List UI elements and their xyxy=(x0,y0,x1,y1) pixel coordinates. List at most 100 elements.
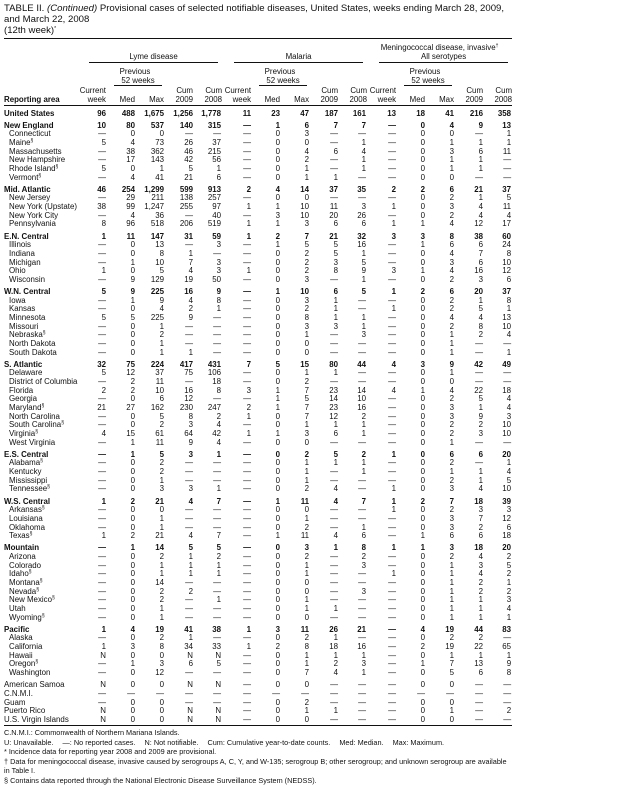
table-cell: 8 xyxy=(159,642,164,652)
table-cell: — xyxy=(358,688,367,698)
table-row: Alaska — 0 2 1 — — 0 2 1 — — 0 2 2 — xyxy=(4,634,512,643)
table-cell: 18 xyxy=(474,543,484,553)
table-cell: 3 xyxy=(304,129,310,139)
table-cell: — xyxy=(98,475,106,485)
table-cell: — xyxy=(475,680,484,690)
table-cell: 11 xyxy=(155,437,164,447)
table-cell: 140 xyxy=(179,120,193,130)
table-cell: 5 xyxy=(188,163,193,173)
table-row: Montana§ — 0 14 — — — 0 0 — — — 0 1 2 1 xyxy=(4,577,512,588)
table-cell: 27 xyxy=(126,403,135,412)
table-cell: — xyxy=(503,172,512,182)
table-cell: 0 xyxy=(275,467,281,477)
table-cell: 0 xyxy=(420,330,426,340)
table-cell: 1 xyxy=(506,137,512,147)
table-cell: — xyxy=(185,595,193,605)
table-cell: 488 xyxy=(121,108,135,118)
table-cell: — xyxy=(98,586,106,596)
table-cell: — xyxy=(243,286,252,296)
table-cell: 519 xyxy=(207,219,222,229)
table-cell: — xyxy=(330,552,339,561)
table-cell: 1 xyxy=(391,202,397,212)
table-cell: 2 xyxy=(130,385,135,395)
table-cell: 96 xyxy=(97,108,106,118)
table-cell: — xyxy=(417,688,426,698)
table-cell: — xyxy=(98,210,106,220)
table-cell: 8 xyxy=(188,411,193,421)
table-cell: 1 xyxy=(449,706,455,716)
table-cell: 2 xyxy=(159,467,164,477)
table-cell: — xyxy=(213,505,222,515)
table-cell: 0 xyxy=(130,484,135,494)
table-cell: — xyxy=(213,603,222,613)
table-cell: 5 xyxy=(333,248,339,258)
table-cell: 11 xyxy=(242,108,252,118)
table-cell: 1 xyxy=(478,650,484,660)
table-cell: 56 xyxy=(212,155,222,165)
table-cell: — xyxy=(358,484,367,494)
table-cell: 9 xyxy=(130,274,135,284)
table-cell: 6 xyxy=(506,522,512,532)
table-cell: 42 xyxy=(184,155,193,165)
table-cell: — xyxy=(98,612,106,622)
table-cell: 83 xyxy=(502,624,512,634)
table-cell: 4 xyxy=(304,146,310,156)
table-cell: 31 xyxy=(184,231,193,241)
table-cell: 1 xyxy=(333,706,339,716)
table-cell: — xyxy=(475,706,484,716)
table-cell: 5 xyxy=(449,668,455,678)
table-cell: 61 xyxy=(155,428,164,438)
table-cell: 1 xyxy=(246,266,252,276)
table-cell: 3 xyxy=(420,359,426,369)
table-cell: N xyxy=(164,715,193,727)
table-cell: 1 xyxy=(159,569,164,579)
table-cell: 1 xyxy=(478,467,484,477)
table-cell: 0 xyxy=(420,505,426,515)
table-cell: — xyxy=(330,569,339,579)
table-cell: 0 xyxy=(304,577,310,587)
table-cell: 0 xyxy=(275,612,281,622)
table-cell: 5 xyxy=(101,368,106,378)
table-cell: 3 xyxy=(304,295,310,305)
table-cell: 0 xyxy=(304,193,310,203)
table-cell: — xyxy=(213,612,222,622)
table-row: Kansas — 0 4 2 1 — 0 2 1 — 1 0 2 5 1 xyxy=(4,304,512,314)
table-cell: 38 xyxy=(212,624,222,634)
previous-52-weeks-mening: Previous 52 weeks xyxy=(396,64,454,86)
col-header-lyme-med: Med xyxy=(106,86,135,106)
table-cell: 1 xyxy=(449,163,455,173)
table-cell: 1 xyxy=(449,330,455,340)
table-cell: 1 xyxy=(246,202,252,212)
table-cell: 3 xyxy=(304,543,310,553)
table-cell: — xyxy=(98,543,106,553)
table-cell: — xyxy=(243,612,252,622)
table-cell: 1 xyxy=(361,312,367,322)
table-cell: 97 xyxy=(212,202,222,212)
table-cell: 11 xyxy=(126,231,135,241)
table-cell: 3 xyxy=(449,543,455,553)
table-cell: — xyxy=(475,368,484,378)
table-row: Connecticut — 0 0 — — — 0 3 — — — 0 0 — 1 xyxy=(4,129,512,139)
col-header-lyme-max: Max xyxy=(135,86,164,106)
table-cell: 0 xyxy=(420,522,426,532)
table-cell: — xyxy=(243,210,252,220)
table-cell: 11 xyxy=(300,624,310,634)
table-cell: — xyxy=(388,688,397,698)
table-cell: 0 xyxy=(135,715,164,727)
table-cell: 26 xyxy=(329,624,339,634)
table-cell: 2 xyxy=(304,484,310,494)
table-cell: — xyxy=(358,513,367,523)
table-row: Texas§ 1 2 21 4 7—1 11 4 6—1 6 6 18 xyxy=(4,531,512,541)
table-cell: 4 xyxy=(333,668,339,678)
table-cell: 1 xyxy=(304,560,310,570)
table-cell: 10 xyxy=(502,420,512,430)
table-cell: 0 xyxy=(130,668,135,678)
row-label: Indiana xyxy=(9,248,35,258)
table-cell: 3 xyxy=(333,321,339,331)
table-cell: 13 xyxy=(155,240,164,250)
table-cell: — xyxy=(388,248,397,258)
table-cell: 0 xyxy=(130,586,135,596)
table-cell: 13 xyxy=(502,120,512,130)
group-header-meningococcal: Meningococcal disease, invasive† All sero… xyxy=(367,39,512,64)
table-cell: 32 xyxy=(97,359,106,369)
